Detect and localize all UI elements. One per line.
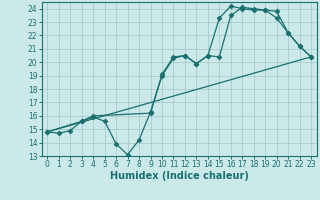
X-axis label: Humidex (Indice chaleur): Humidex (Indice chaleur) (110, 171, 249, 181)
